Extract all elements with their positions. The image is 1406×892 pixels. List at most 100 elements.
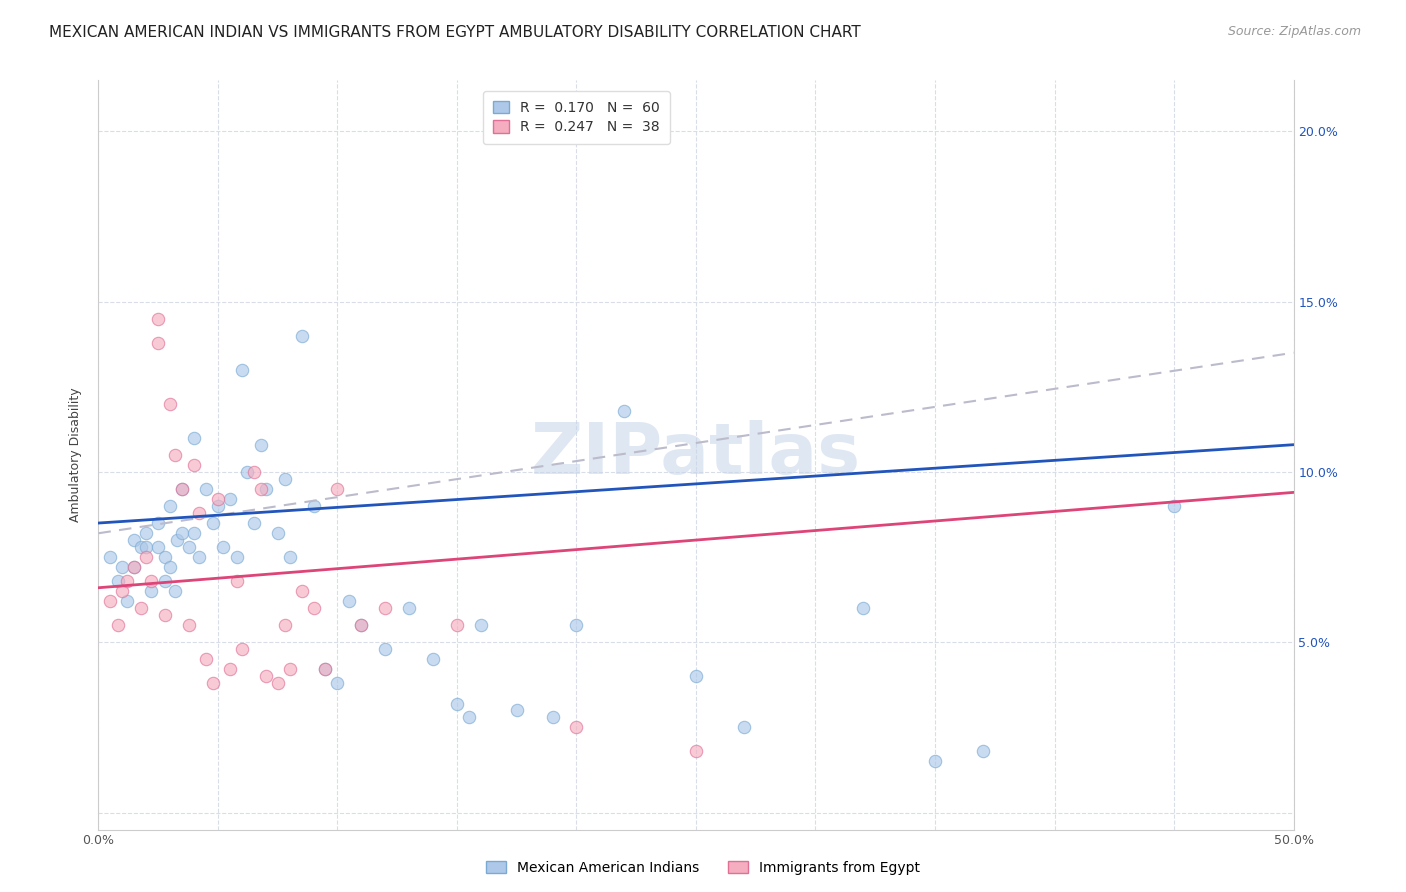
Point xyxy=(226,550,249,565)
Point xyxy=(148,335,170,350)
Point xyxy=(254,669,277,683)
Point xyxy=(115,594,138,608)
Text: MEXICAN AMERICAN INDIAN VS IMMIGRANTS FROM EGYPT AMBULATORY DISABILITY CORRELATI: MEXICAN AMERICAN INDIAN VS IMMIGRANTS FR… xyxy=(49,25,860,40)
Point xyxy=(613,403,636,417)
Point xyxy=(155,574,177,588)
Point xyxy=(159,499,181,513)
Text: Source: ZipAtlas.com: Source: ZipAtlas.com xyxy=(1227,25,1361,38)
Point xyxy=(250,482,273,496)
Point xyxy=(235,465,257,479)
Point xyxy=(446,618,468,632)
Point xyxy=(374,601,396,615)
Y-axis label: Ambulatory Disability: Ambulatory Disability xyxy=(69,388,83,522)
Point xyxy=(685,669,707,683)
Point xyxy=(155,550,177,565)
Point xyxy=(187,550,209,565)
Point xyxy=(470,618,492,632)
Point xyxy=(163,448,186,462)
Point xyxy=(274,618,297,632)
Point xyxy=(115,574,138,588)
Point xyxy=(315,663,337,677)
Point xyxy=(98,594,122,608)
Point xyxy=(135,526,157,541)
Point xyxy=(124,560,146,574)
Point xyxy=(231,642,253,657)
Point xyxy=(124,560,146,574)
Point xyxy=(107,618,129,632)
Point xyxy=(219,492,242,507)
Point xyxy=(685,744,707,758)
Point xyxy=(267,526,290,541)
Point xyxy=(350,618,373,632)
Point xyxy=(374,642,396,657)
Legend: R =  0.170   N =  60, R =  0.247   N =  38: R = 0.170 N = 60, R = 0.247 N = 38 xyxy=(484,91,669,144)
Point xyxy=(111,560,134,574)
Point xyxy=(187,506,209,520)
Point xyxy=(202,516,225,530)
Point xyxy=(131,601,153,615)
Point xyxy=(139,584,162,599)
Point xyxy=(852,601,875,615)
Point xyxy=(267,676,290,690)
Point xyxy=(172,482,194,496)
Point xyxy=(148,540,170,554)
Point xyxy=(183,458,205,472)
Point xyxy=(565,618,588,632)
Point xyxy=(733,720,755,734)
Point xyxy=(446,697,468,711)
Point xyxy=(278,550,301,565)
Point xyxy=(207,492,229,507)
Point xyxy=(179,618,201,632)
Point xyxy=(159,560,181,574)
Point xyxy=(398,601,420,615)
Point xyxy=(422,652,444,666)
Point xyxy=(195,482,218,496)
Point xyxy=(111,584,134,599)
Point xyxy=(326,482,349,496)
Point xyxy=(315,663,337,677)
Point xyxy=(506,703,529,717)
Point xyxy=(211,540,233,554)
Point xyxy=(541,710,564,724)
Point xyxy=(148,516,170,530)
Text: ZIPatlas: ZIPatlas xyxy=(531,420,860,490)
Point xyxy=(166,533,188,547)
Point xyxy=(278,663,301,677)
Point xyxy=(131,540,153,554)
Point xyxy=(254,482,277,496)
Point xyxy=(924,755,946,769)
Point xyxy=(172,526,194,541)
Point xyxy=(155,607,177,622)
Point xyxy=(274,472,297,486)
Point xyxy=(219,663,242,677)
Point xyxy=(207,499,229,513)
Point xyxy=(243,465,266,479)
Point xyxy=(231,363,253,377)
Point xyxy=(163,584,186,599)
Point xyxy=(202,676,225,690)
Point xyxy=(98,550,122,565)
Point xyxy=(250,438,273,452)
Point xyxy=(350,618,373,632)
Point xyxy=(1163,499,1185,513)
Point xyxy=(565,720,588,734)
Point xyxy=(172,482,194,496)
Point xyxy=(972,744,994,758)
Point xyxy=(226,574,249,588)
Point xyxy=(302,601,325,615)
Point xyxy=(183,526,205,541)
Point xyxy=(148,311,170,326)
Point xyxy=(159,397,181,411)
Point xyxy=(179,540,201,554)
Point xyxy=(339,594,361,608)
Point xyxy=(139,574,162,588)
Point xyxy=(107,574,129,588)
Point xyxy=(291,328,314,343)
Point xyxy=(183,431,205,445)
Point xyxy=(243,516,266,530)
Point xyxy=(326,676,349,690)
Point xyxy=(124,533,146,547)
Point xyxy=(291,584,314,599)
Point xyxy=(458,710,481,724)
Point xyxy=(302,499,325,513)
